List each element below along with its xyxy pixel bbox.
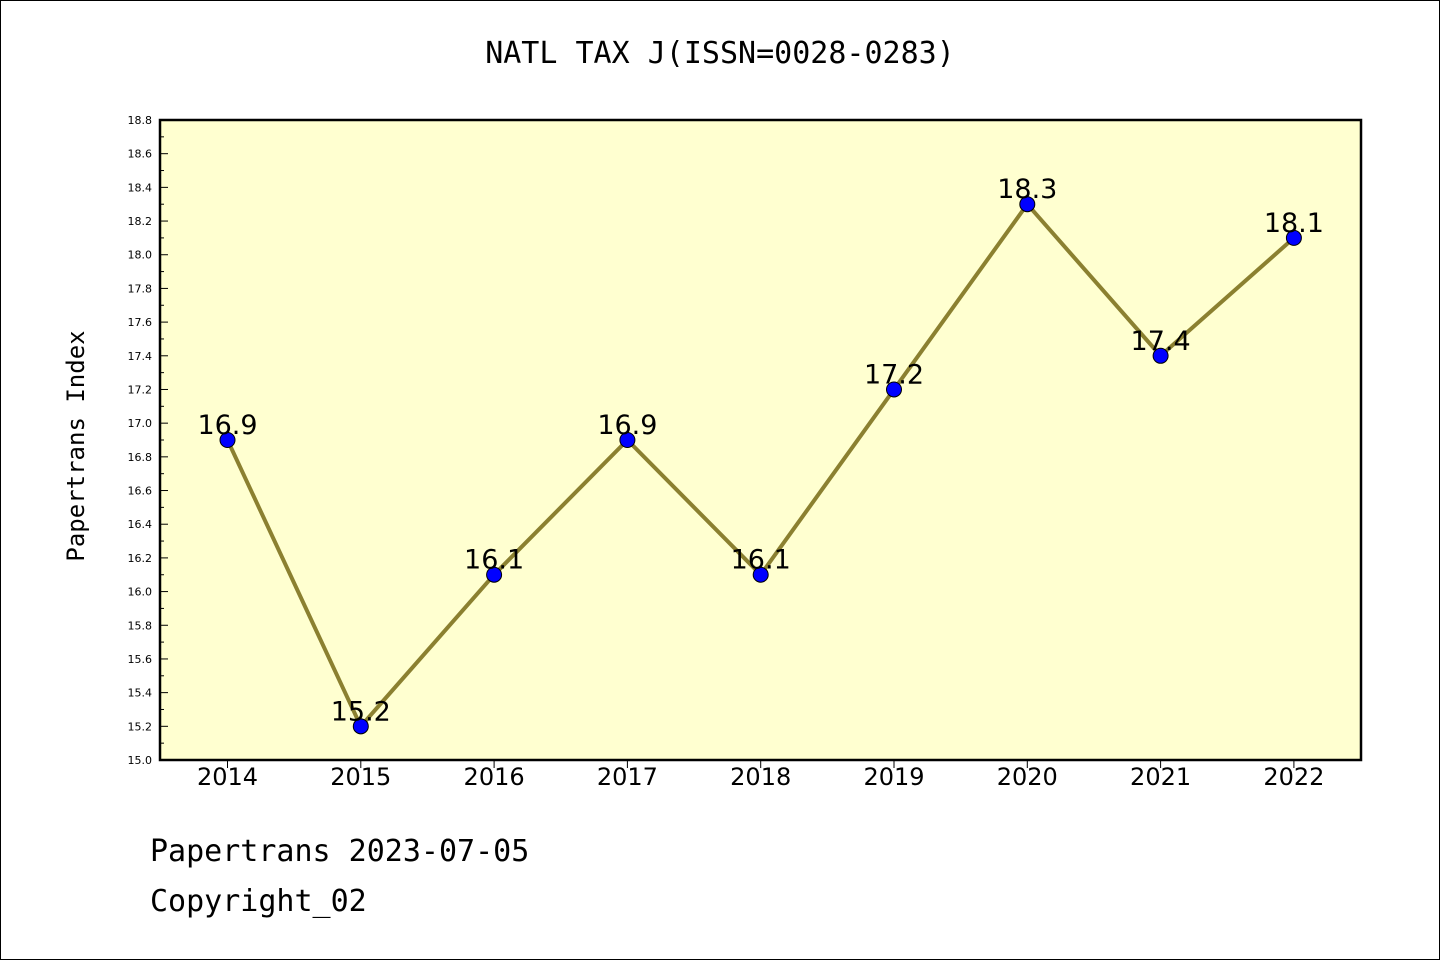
y-tick-label: 18.6 bbox=[128, 148, 153, 161]
y-tick-label: 17.2 bbox=[128, 383, 153, 396]
data-point bbox=[486, 566, 503, 583]
plot-border bbox=[158, 118, 1363, 762]
y-tick-label: 15.0 bbox=[128, 754, 153, 767]
y-tick-label: 17.8 bbox=[128, 282, 153, 295]
y-tick-label: 15.4 bbox=[128, 687, 153, 700]
data-point bbox=[752, 566, 769, 583]
y-tick-label: 15.2 bbox=[128, 720, 153, 733]
data-label: 18.1 bbox=[1264, 208, 1324, 239]
footer-date: Papertrans 2023-07-05 bbox=[150, 834, 530, 869]
y-tick-label: 18.2 bbox=[128, 215, 153, 228]
data-label: 18.3 bbox=[997, 174, 1057, 205]
x-axis: 2014 2015 2016 2017 2018 2019 2020 2021 2022 bbox=[197, 760, 1324, 791]
plot-area bbox=[160, 120, 1361, 760]
data-label: 16.1 bbox=[464, 545, 524, 576]
x-tick-label: 2014 bbox=[197, 763, 258, 791]
data-series: 16.9 15.2 16.1 16.9 16.1 17.2 18.3 17.4 18.1 bbox=[197, 174, 1324, 735]
data-point bbox=[1285, 229, 1302, 246]
x-tick-label: 2015 bbox=[330, 763, 391, 791]
y-tick-label: 15.6 bbox=[128, 653, 153, 666]
y-tick-label: 16.8 bbox=[128, 451, 153, 464]
y-tick-label: 18.4 bbox=[128, 181, 153, 194]
y-tick-label: 17.0 bbox=[128, 417, 153, 430]
y-tick-label: 16.6 bbox=[128, 485, 153, 498]
x-tick-label: 2019 bbox=[863, 763, 924, 791]
footer-copyright: Copyright_02 bbox=[150, 884, 367, 919]
data-point bbox=[219, 432, 236, 448]
x-tick-label: 2021 bbox=[1130, 763, 1191, 791]
data-label: 16.9 bbox=[197, 410, 257, 441]
data-label: 17.2 bbox=[864, 359, 924, 390]
x-tick-label: 2016 bbox=[464, 763, 525, 791]
y-tick-label: 16.0 bbox=[128, 586, 153, 599]
data-label: 16.1 bbox=[731, 545, 791, 576]
y-tick-label: 15.8 bbox=[128, 619, 153, 632]
x-tick-label: 2017 bbox=[597, 763, 658, 791]
x-tick-label: 2022 bbox=[1263, 763, 1324, 791]
data-label: 16.9 bbox=[597, 410, 657, 441]
x-tick-label: 2018 bbox=[730, 763, 791, 791]
y-tick-label: 17.4 bbox=[128, 350, 153, 363]
y-tick-label: 18.8 bbox=[128, 114, 153, 127]
data-point bbox=[619, 432, 636, 448]
y-tick-label: 18.0 bbox=[128, 249, 153, 262]
data-point bbox=[1152, 347, 1169, 364]
data-label: 17.4 bbox=[1131, 326, 1191, 357]
x-tick-label: 2020 bbox=[997, 763, 1058, 791]
data-label: 15.2 bbox=[331, 696, 391, 727]
y-tick-label: 16.4 bbox=[128, 518, 153, 531]
y-tick-label: 17.6 bbox=[128, 316, 153, 329]
data-point bbox=[352, 718, 369, 735]
y-axis: 15.0 15.2 15.4 15.6 15.8 16.0 16.2 16.4 16.6 16.8… bbox=[128, 114, 168, 767]
y-tick-label: 16.2 bbox=[128, 552, 153, 565]
data-point bbox=[1019, 196, 1036, 213]
chart-title: NATL TAX J(ISSN=0028-0283) bbox=[485, 36, 955, 71]
data-point bbox=[886, 381, 902, 398]
